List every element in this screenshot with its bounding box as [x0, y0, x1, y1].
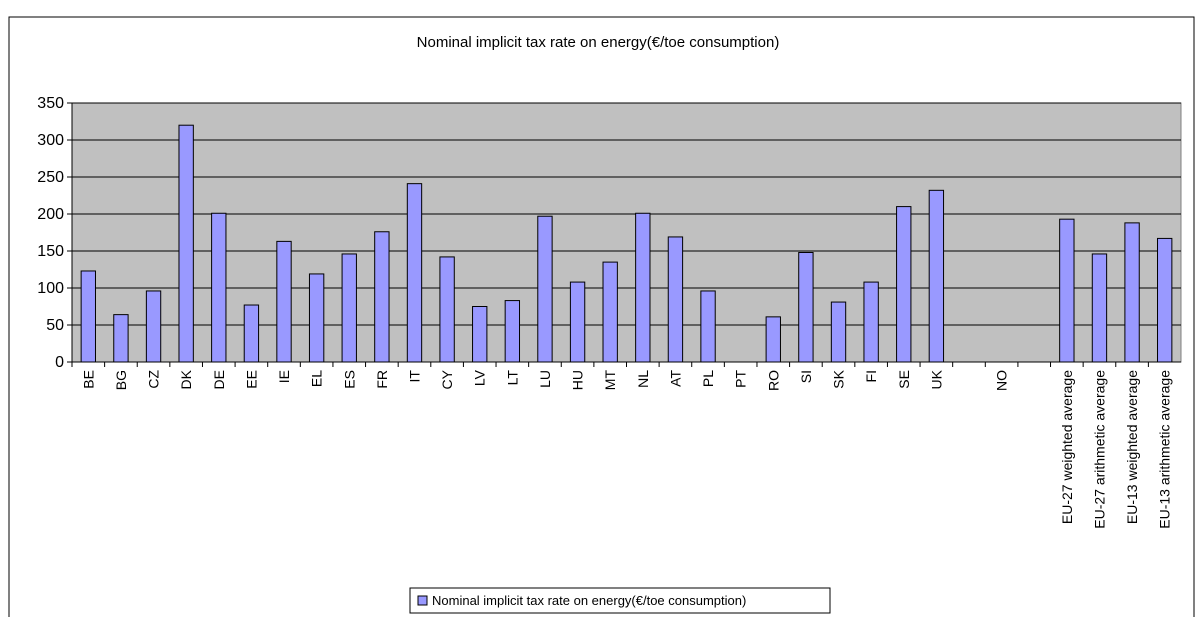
bar	[308, 273, 325, 363]
bar	[145, 290, 162, 363]
x-tick-label: EU-13 weighted average	[1124, 370, 1140, 524]
bar	[765, 316, 781, 363]
x-tick-label: UK	[928, 369, 944, 389]
y-tick-label: 100	[37, 280, 64, 297]
x-tick-label: EL	[309, 370, 325, 387]
legend-swatch	[417, 595, 428, 606]
bar	[863, 281, 879, 363]
x-tick-label: MT	[602, 370, 618, 391]
bar	[1091, 253, 1108, 363]
y-tick-label: 250	[37, 169, 64, 186]
y-tick-label: 50	[46, 317, 64, 334]
x-tick-label: EU-27 arithmetic average	[1091, 370, 1107, 529]
bar	[113, 314, 129, 363]
x-tick-label: CZ	[146, 370, 162, 389]
x-tick-label: LT	[504, 370, 520, 386]
x-tick-label: EU-13 arithmetic average	[1157, 370, 1173, 529]
bar	[896, 206, 912, 363]
x-tick-label: PT	[733, 370, 749, 388]
bar	[928, 189, 945, 363]
x-tick-label: ES	[341, 370, 357, 389]
x-tick-label: LU	[537, 370, 553, 388]
x-tick-label: SI	[798, 370, 814, 383]
bar	[635, 212, 651, 363]
x-tick-label: NL	[635, 370, 651, 388]
bar	[1124, 222, 1140, 363]
x-tick-label: SK	[831, 369, 847, 388]
y-tick-label: 300	[37, 132, 64, 149]
x-tick-label: DK	[178, 369, 194, 389]
legend-label: Nominal implicit tax rate on energy(€/to…	[432, 593, 746, 608]
x-tick-label: BG	[113, 370, 129, 390]
bar	[211, 212, 227, 363]
x-tick-label: FR	[374, 370, 390, 389]
y-tick-label: 150	[37, 243, 64, 260]
x-tick-label: CY	[439, 369, 455, 389]
bar	[700, 290, 716, 363]
x-tick-label: SE	[896, 370, 912, 389]
x-tick-label: EU-27 weighted average	[1059, 370, 1075, 524]
x-tick-label: PL	[700, 370, 716, 387]
bar	[602, 261, 618, 363]
x-tick-label: IE	[276, 370, 292, 383]
bar	[178, 124, 194, 363]
bar	[1157, 237, 1173, 363]
plot-area	[71, 102, 1182, 363]
x-tick-label: BE	[80, 370, 96, 389]
x-tick-label: NO	[994, 370, 1010, 391]
x-tick-label: IT	[406, 370, 422, 383]
bar	[341, 253, 357, 363]
x-tick-label: RO	[765, 370, 781, 391]
x-tick-label: EE	[243, 370, 259, 389]
bar	[374, 231, 390, 363]
bar	[504, 300, 521, 363]
y-tick-label: 0	[55, 354, 64, 371]
bar	[537, 215, 553, 363]
bar	[1059, 218, 1075, 363]
y-tick-label: 200	[37, 206, 64, 223]
bar	[406, 183, 423, 363]
y-tick-label: 350	[37, 95, 64, 112]
bar	[80, 270, 96, 363]
x-tick-label: LV	[472, 369, 488, 386]
x-tick-label: FI	[863, 370, 879, 382]
bar	[667, 236, 684, 363]
bar	[276, 240, 292, 363]
x-tick-label: DE	[211, 370, 227, 389]
bar	[830, 301, 847, 363]
bar	[439, 256, 455, 363]
bar	[243, 304, 260, 363]
legend-box	[409, 587, 831, 614]
x-tick-label: HU	[570, 370, 586, 390]
chart-title: Nominal implicit tax rate on energy(€/to…	[417, 34, 780, 51]
bar	[798, 251, 814, 363]
x-tick-label: AT	[667, 370, 683, 387]
bar	[569, 281, 586, 363]
bar	[472, 306, 488, 363]
